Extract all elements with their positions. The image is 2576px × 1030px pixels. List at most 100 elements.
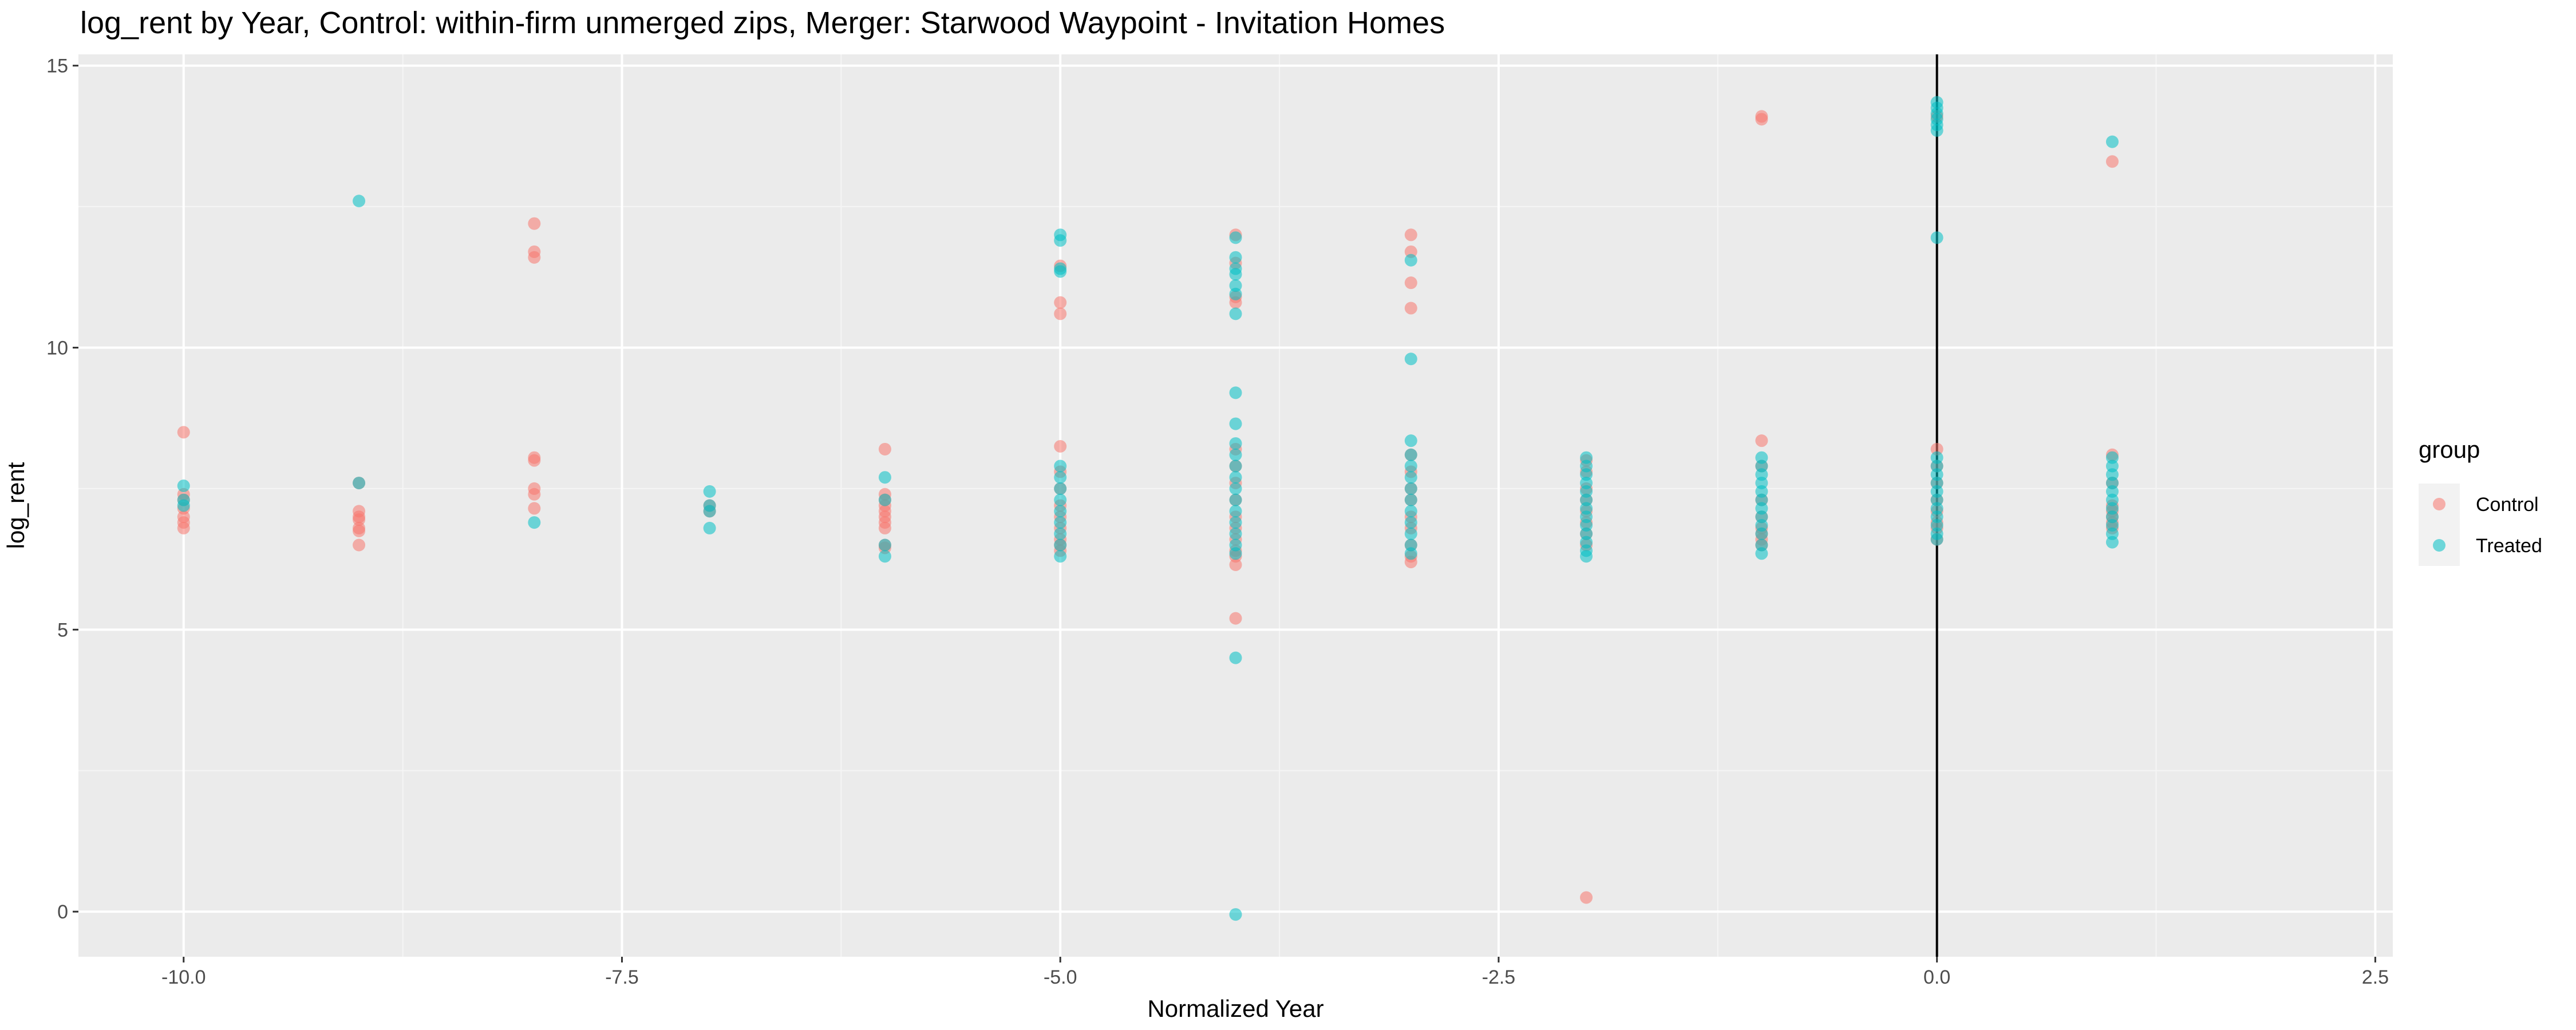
- point-treated: [1755, 547, 1768, 560]
- point-treated: [1229, 505, 1242, 518]
- point-treated: [1404, 434, 1417, 447]
- point-treated: [878, 550, 891, 563]
- point-treated: [878, 493, 891, 506]
- y-tick-label: 0: [57, 901, 68, 923]
- point-control: [1404, 276, 1417, 290]
- legend-title: group: [2419, 436, 2480, 463]
- point-treated: [1229, 448, 1242, 461]
- point-control: [177, 521, 190, 534]
- point-control: [353, 524, 366, 537]
- point-treated: [1054, 493, 1067, 506]
- point-treated: [1930, 533, 1943, 546]
- point-treated: [1404, 505, 1417, 518]
- point-treated: [2105, 135, 2119, 148]
- point-treated: [1930, 124, 1943, 137]
- point-treated: [1229, 527, 1242, 540]
- y-axis-title: log_rent: [2, 462, 29, 549]
- point-treated: [2105, 536, 2119, 549]
- x-tick-label: 2.5: [2362, 966, 2389, 988]
- point-treated: [1404, 547, 1417, 560]
- point-control: [1404, 302, 1417, 315]
- point-treated: [1054, 516, 1067, 529]
- y-tick-label: 15: [46, 56, 68, 77]
- point-treated: [1404, 459, 1417, 473]
- legend-marker-control: [2433, 498, 2445, 510]
- point-control: [528, 251, 541, 264]
- point-treated: [703, 485, 716, 498]
- point-treated: [1229, 493, 1242, 506]
- point-treated: [1054, 527, 1067, 540]
- point-treated: [1054, 505, 1067, 518]
- point-treated: [1054, 265, 1067, 278]
- point-treated: [1229, 386, 1242, 399]
- point-control: [1580, 891, 1593, 904]
- point-treated: [1404, 471, 1417, 484]
- point-treated: [1054, 459, 1067, 473]
- point-treated: [1404, 527, 1417, 540]
- point-treated: [1930, 231, 1943, 244]
- point-treated: [1229, 437, 1242, 450]
- point-treated: [1404, 253, 1417, 267]
- legend: group Control Treated: [2419, 436, 2542, 566]
- x-tick-label: -10.0: [161, 966, 206, 988]
- point-treated: [878, 471, 891, 484]
- point-treated: [1229, 417, 1242, 430]
- legend-marker-treated: [2433, 539, 2445, 552]
- point-control: [353, 538, 366, 552]
- point-control: [1755, 110, 1768, 123]
- point-control: [1404, 228, 1417, 241]
- x-tick-label: -7.5: [605, 966, 639, 988]
- point-treated: [1054, 234, 1067, 247]
- point-treated: [1404, 352, 1417, 366]
- point-control: [1054, 296, 1067, 309]
- point-treated: [1229, 231, 1242, 244]
- x-tick-label: -2.5: [1482, 966, 1516, 988]
- point-treated: [353, 477, 366, 490]
- point-control: [1054, 440, 1067, 453]
- point-control: [2105, 155, 2119, 168]
- point-treated: [1229, 268, 1242, 281]
- point-treated: [1229, 459, 1242, 473]
- y-tick-label: 5: [57, 619, 68, 641]
- legend-label-control: Control: [2476, 494, 2539, 516]
- point-control: [528, 217, 541, 230]
- point-treated: [1404, 448, 1417, 461]
- point-treated: [1229, 251, 1242, 264]
- point-control: [528, 488, 541, 501]
- point-treated: [1229, 482, 1242, 495]
- point-treated: [703, 505, 716, 518]
- y-tick-label: 10: [46, 338, 68, 359]
- point-treated: [878, 538, 891, 552]
- point-treated: [1755, 527, 1768, 540]
- point-treated: [1404, 493, 1417, 506]
- point-control: [1229, 612, 1242, 625]
- point-control: [1755, 434, 1768, 447]
- point-treated: [177, 499, 190, 512]
- point-control: [878, 521, 891, 534]
- point-treated: [528, 516, 541, 529]
- point-treated: [1229, 547, 1242, 560]
- x-tick-label: -5.0: [1044, 966, 1077, 988]
- data-points: [177, 96, 2119, 921]
- point-treated: [1580, 550, 1593, 563]
- point-treated: [1054, 482, 1067, 495]
- point-treated: [1404, 482, 1417, 495]
- point-treated: [1404, 516, 1417, 529]
- point-treated: [1054, 550, 1067, 563]
- point-control: [528, 454, 541, 467]
- point-control: [528, 502, 541, 515]
- point-treated: [1229, 471, 1242, 484]
- legend-label-treated: Treated: [2476, 535, 2542, 557]
- point-treated: [1054, 471, 1067, 484]
- point-control: [177, 426, 190, 439]
- point-treated: [703, 521, 716, 534]
- point-treated: [177, 480, 190, 493]
- point-treated: [1229, 908, 1242, 921]
- chart-title: log_rent by Year, Control: within-firm u…: [80, 6, 1445, 40]
- point-treated: [1229, 516, 1242, 529]
- point-treated: [1229, 287, 1242, 300]
- point-control: [1229, 558, 1242, 571]
- axes: -10.0 -7.5 -5.0 -2.5 0.0 2.5 0 5 10 15: [46, 56, 2389, 988]
- point-treated: [1054, 538, 1067, 552]
- point-control: [878, 442, 891, 455]
